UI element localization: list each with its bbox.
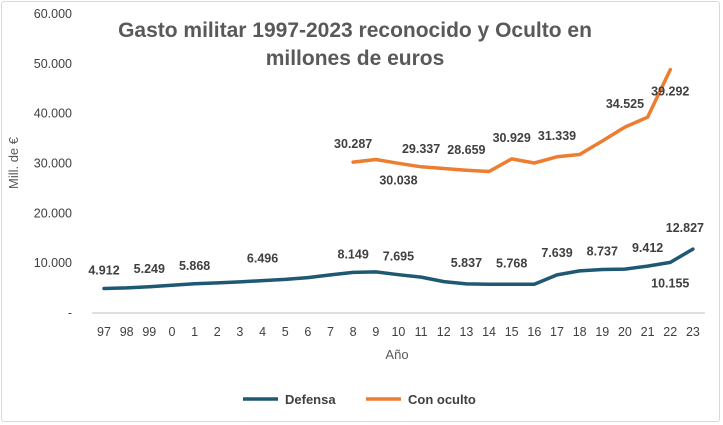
- data-label-con-oculto: 34.525: [606, 97, 644, 111]
- x-tick-label: 7: [327, 325, 334, 339]
- x-tick-label: 5: [282, 325, 289, 339]
- data-label-con-oculto: 30.929: [493, 131, 531, 145]
- y-tick-label: 40.000: [34, 107, 72, 121]
- x-tick-label: 15: [505, 325, 519, 339]
- x-tick-label: 16: [527, 325, 541, 339]
- data-label-defensa: 8.737: [587, 244, 618, 258]
- x-axis: 97 98 99 0 1 2 3 4 5 6 7 8 9 10 11 12 13 14 15 16 17 18 19 20 21…: [97, 325, 700, 339]
- x-tick-label: 17: [550, 325, 564, 339]
- x-tick-label: 18: [573, 325, 587, 339]
- data-label-defensa: 9.412: [632, 241, 663, 255]
- data-labels: 4.912 5.249 5.868 6.496 8.149 7.695 5.837 5.768…: [88, 0, 710, 290]
- data-label-con-oculto: 39.292: [651, 85, 689, 99]
- x-tick-label: 2: [214, 325, 221, 339]
- data-label-defensa: 4.912: [88, 264, 119, 278]
- x-tick-label: 11: [415, 325, 428, 339]
- y-tick-label: 20.000: [34, 206, 72, 220]
- x-tick-label: 98: [120, 325, 134, 339]
- data-label-defensa: 5.768: [496, 256, 527, 270]
- x-tick-label: 10: [391, 325, 405, 339]
- legend-label-con-oculto: Con oculto: [408, 392, 476, 407]
- data-label-con-oculto: 30.038: [379, 173, 417, 187]
- data-label-defensa: 5.837: [451, 256, 482, 270]
- x-tick-label: 8: [350, 325, 357, 339]
- x-tick-label: 0: [168, 325, 175, 339]
- data-label-con-oculto: 30.287: [334, 137, 372, 151]
- data-label-defensa: 5.249: [134, 262, 165, 276]
- series-line-con-oculto: [351, 67, 673, 174]
- x-tick-label: 20: [618, 325, 632, 339]
- x-tick-label: 14: [482, 325, 496, 339]
- data-label-con-oculto: 28.659: [447, 143, 485, 157]
- chart-title-line-2: millones de euros: [266, 47, 445, 70]
- x-tick-label: 9: [372, 325, 379, 339]
- legend-label-defensa: Defensa: [285, 392, 336, 407]
- x-tick-label: 99: [142, 325, 156, 339]
- data-label-defensa: 6.496: [247, 252, 278, 266]
- data-label-con-oculto: 29.337: [402, 142, 440, 156]
- data-label-defensa: 7.639: [541, 246, 572, 260]
- x-tick-label: 97: [97, 325, 111, 339]
- x-tick-label: 13: [459, 325, 473, 339]
- chart-title: Gasto militar 1997-2023 reconocido y Ocu…: [118, 19, 592, 70]
- series-line-defensa: [102, 247, 695, 291]
- x-tick-label: 4: [259, 325, 266, 339]
- x-tick-label: 1: [191, 325, 198, 339]
- data-label-con-oculto: 48.834: [672, 0, 710, 3]
- data-label-defensa: 12.827: [666, 221, 704, 235]
- x-tick-label: 22: [663, 325, 677, 339]
- x-tick-label: 12: [437, 325, 451, 339]
- x-tick-label: 21: [641, 325, 655, 339]
- y-axis-label: Mill. de €: [6, 136, 21, 189]
- y-axis: - 10.000 20.000 30.000 40.000 50.000 60.000: [34, 7, 72, 320]
- data-label-con-oculto: 31.339: [538, 129, 576, 143]
- data-label-defensa: 5.868: [179, 259, 210, 273]
- x-tick-label: 19: [595, 325, 609, 339]
- y-tick-label: 30.000: [34, 157, 72, 171]
- data-label-defensa: 8.149: [338, 247, 369, 261]
- legend: Defensa Con oculto: [243, 392, 476, 407]
- x-axis-label: Año: [385, 347, 408, 362]
- series-lines: [102, 67, 695, 291]
- chart-title-line-1: Gasto militar 1997-2023 reconocido y Ocu…: [118, 19, 592, 42]
- y-tick-label: 60.000: [34, 7, 72, 21]
- y-tick-label: 10.000: [34, 256, 72, 270]
- y-tick-label: -: [68, 306, 72, 320]
- x-tick-label: 6: [304, 325, 311, 339]
- x-tick-label: 3: [236, 325, 243, 339]
- data-label-defensa: 10.155: [651, 276, 689, 290]
- x-tick-label: 23: [686, 325, 700, 339]
- y-tick-label: 50.000: [34, 57, 72, 71]
- data-label-defensa: 7.695: [383, 250, 414, 264]
